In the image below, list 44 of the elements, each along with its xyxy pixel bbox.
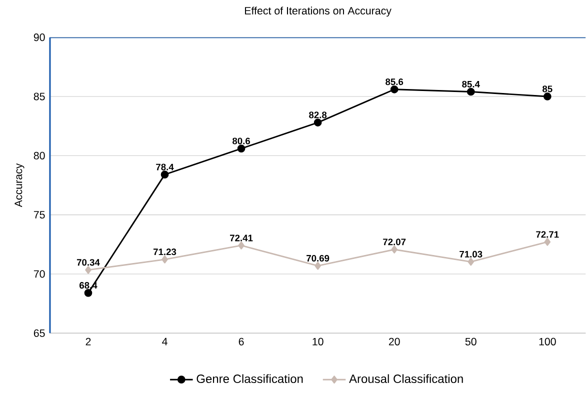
point xyxy=(391,246,398,254)
data-label: 80.6 xyxy=(232,138,250,144)
point xyxy=(314,118,322,126)
data-label: 71.23 xyxy=(153,248,176,256)
data-label: 82.8 xyxy=(309,112,327,118)
y-tick-label: 65 xyxy=(34,329,45,337)
x-tick-label: 100 xyxy=(539,338,556,346)
chart-title: Effect of Iterations on Accuracy xyxy=(245,6,392,17)
data-label: 72.41 xyxy=(230,234,253,242)
x-tick-label: 20 xyxy=(388,338,400,346)
y-tick-label: 70 xyxy=(34,270,45,278)
point xyxy=(543,92,552,100)
data-label: 72.07 xyxy=(383,238,406,246)
x-tick-label: 50 xyxy=(465,338,476,346)
point xyxy=(468,258,474,266)
point xyxy=(162,255,168,264)
x-tick-label: 10 xyxy=(312,338,324,346)
point xyxy=(544,238,551,246)
y-tick-label: 85 xyxy=(34,92,45,100)
x-tick-label: 2 xyxy=(86,338,91,346)
point xyxy=(466,88,475,96)
y-tick-label: 90 xyxy=(34,34,45,42)
x-tick-label: 6 xyxy=(238,338,244,346)
legend-label: Arousal Classification xyxy=(349,374,463,384)
y-axis-title: Accuracy xyxy=(14,163,24,208)
data-label: 78.4 xyxy=(156,164,174,170)
data-label: 85 xyxy=(542,86,552,92)
y-tick-label: 80 xyxy=(34,152,45,160)
x-tick-label: 4 xyxy=(162,338,168,346)
point xyxy=(238,241,244,250)
data-label: 70.69 xyxy=(306,254,330,262)
data-label: 85.4 xyxy=(462,80,480,88)
data-label: 85.6 xyxy=(386,78,404,86)
data-label: 71.03 xyxy=(460,250,482,258)
legend-label: Genre Classification xyxy=(196,374,303,384)
data-label: 70.34 xyxy=(76,259,100,266)
y-tick-label: 75 xyxy=(34,211,45,218)
point xyxy=(84,288,92,297)
data-label: 72.71 xyxy=(536,231,559,238)
point xyxy=(237,144,246,152)
point xyxy=(390,85,398,94)
point xyxy=(314,262,321,270)
point xyxy=(160,170,169,178)
point xyxy=(85,266,92,274)
